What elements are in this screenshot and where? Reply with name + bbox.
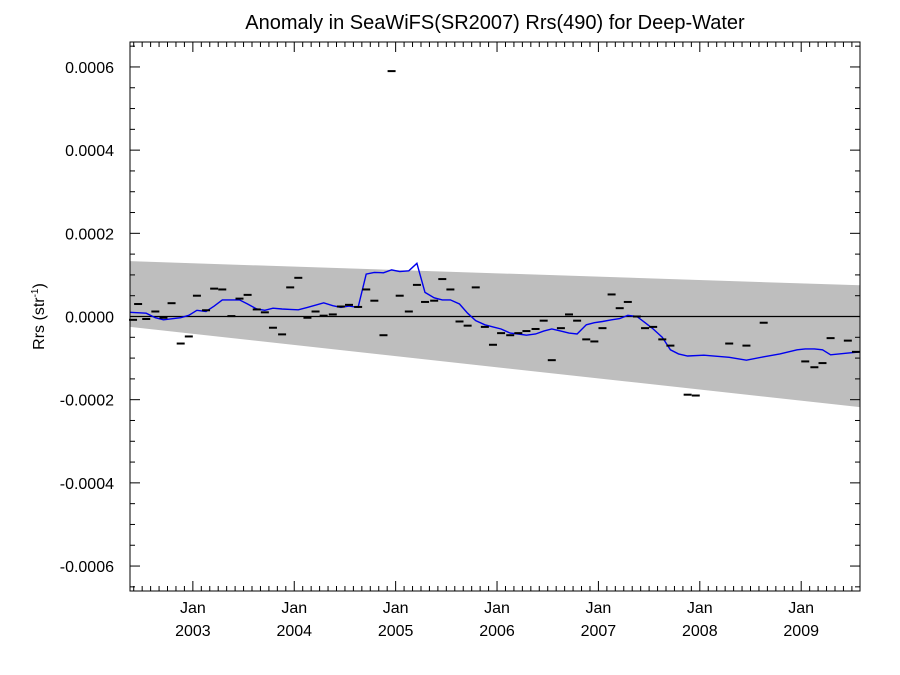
monthly-points-layer: [129, 70, 860, 397]
x-tick-label-year: 2008: [682, 623, 718, 640]
y-tick-label: 0.0004: [65, 143, 114, 160]
x-tick-label-month: Jan: [180, 600, 206, 617]
y-axis-label: Rrs (str-1): [30, 283, 48, 350]
y-tick-label: -0.0002: [60, 393, 114, 410]
y-tick-label: -0.0004: [60, 476, 114, 493]
x-tick-label-year: 2006: [479, 623, 515, 640]
x-tick-label-month: Jan: [484, 600, 510, 617]
tick-labels-layer: -0.0006 -0.0004 -0.0002 0.0000 0.0002 0.0004 0…: [60, 60, 819, 640]
x-tick-label-year: 2004: [276, 623, 312, 640]
y-tick-label: -0.0006: [60, 559, 114, 576]
uncertainty-band-layer: [130, 261, 860, 408]
x-tick-label-year: 2009: [783, 623, 819, 640]
series-layer: [129, 262, 861, 361]
x-tick-label-month: Jan: [788, 600, 814, 617]
axis-ticks-layer: [130, 42, 860, 591]
y-axis-label-base: Rrs (str: [31, 297, 48, 350]
x-tick-label-month: Jan: [687, 600, 713, 617]
chart-title: Anomaly in SeaWiFS(SR2007) Rrs(490) for …: [245, 12, 745, 34]
y-tick-label: 0.0006: [65, 60, 114, 77]
y-axis-label-close: ): [31, 283, 48, 288]
x-tick-label-year: 2005: [378, 623, 414, 640]
x-tick-label-year: 2007: [581, 623, 617, 640]
series-line-0: [129, 262, 861, 361]
y-axis-label-superscript: -1: [30, 288, 41, 297]
x-tick-label-month: Jan: [383, 600, 409, 617]
x-tick-label-month: Jan: [281, 600, 307, 617]
x-tick-label-year: 2003: [175, 623, 211, 640]
y-tick-label: 0.0002: [65, 226, 114, 243]
y-tick-label: 0.0000: [65, 310, 114, 327]
uncertainty-band: [130, 261, 860, 408]
x-tick-label-month: Jan: [586, 600, 612, 617]
